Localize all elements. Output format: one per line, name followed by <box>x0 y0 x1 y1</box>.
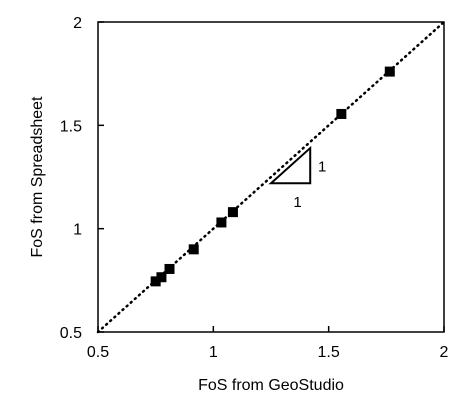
y-tick-label: 0.5 <box>60 325 82 342</box>
x-axis-label: FoS from GeoStudio <box>198 377 344 394</box>
data-point <box>336 108 347 119</box>
x-tick-label: 1.5 <box>318 344 340 361</box>
data-point <box>164 263 175 274</box>
x-tick-label: 0.5 <box>87 344 109 361</box>
data-point <box>384 66 395 77</box>
data-point <box>216 217 227 228</box>
y-tick-label: 1.5 <box>60 118 82 135</box>
slope-triangle-rise-label: 1 <box>318 159 326 176</box>
data-point <box>188 244 199 255</box>
data-point <box>150 276 161 287</box>
y-tick-label: 1 <box>73 222 82 239</box>
y-tick-label: 2 <box>73 15 82 32</box>
y-axis-label: FoS from Spreadsheet <box>29 96 46 258</box>
slope-triangle <box>268 145 312 185</box>
x-tick-label: 1 <box>209 344 218 361</box>
x-tick-label: 2 <box>440 344 449 361</box>
slope-triangle-run-label: 1 <box>293 194 301 211</box>
data-point <box>227 207 238 218</box>
data-point <box>156 272 167 283</box>
